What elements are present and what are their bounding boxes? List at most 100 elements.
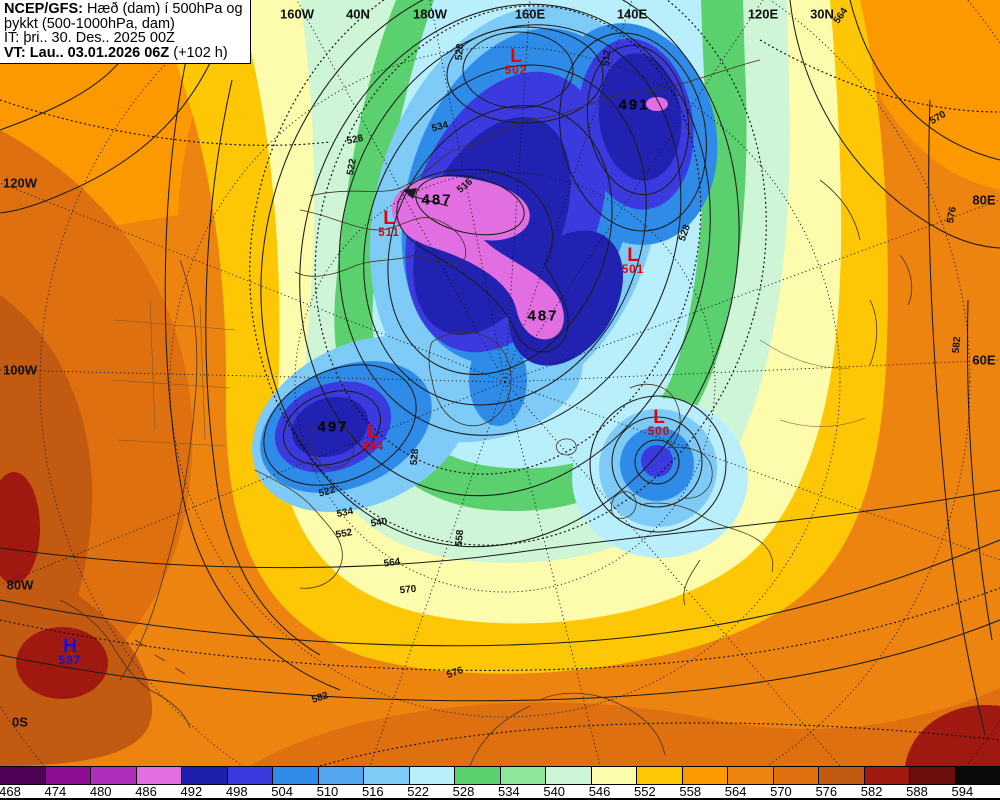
low-value: 502	[504, 65, 528, 77]
colorbar-swatch-576	[818, 767, 864, 784]
colorbar-swatch-582	[863, 767, 909, 784]
contour-label-522: 522	[345, 157, 359, 177]
title-line-1: NCEP/GFS: Hæð (dam) í 500hPa og	[4, 1, 243, 17]
colorbar-value-522: 522	[407, 784, 429, 799]
low-symbol: L	[627, 245, 639, 266]
colorbar-swatch-468	[0, 767, 45, 784]
height-annotation-491: 491	[618, 96, 650, 114]
colorbar-value-594: 594	[951, 784, 974, 799]
contour-label-576: 576	[945, 205, 959, 225]
map-label-overlay: 30N160W40N180W160E140E120E30N120W100W80W…	[3, 6, 996, 730]
colorbar-value-468: 468	[0, 784, 21, 799]
colorbar-swatch-522	[408, 767, 454, 784]
colorbar-swatch-528	[454, 767, 500, 784]
colorbar-value-552: 552	[634, 784, 656, 799]
colorbar-labels: 468 474 480 486 492 498 504 510 516 522 528 534 540 5…	[0, 785, 1000, 800]
title-box: NCEP/GFS: Hæð (dam) í 500hPa og þykkt (5…	[0, 0, 251, 64]
colorbar-value-534: 534	[497, 784, 520, 799]
colorbar	[0, 766, 1000, 785]
colorbar-swatch-588	[909, 767, 955, 784]
low-center-marker: L 502	[504, 47, 528, 78]
height-annotation-487: 487	[527, 307, 559, 325]
contour-label-564: 564	[382, 556, 402, 570]
edge-label-160E: 160E	[514, 6, 546, 22]
edge-label-140E: 140E	[616, 6, 648, 22]
edge-label-60E: 60E	[972, 352, 996, 368]
colorbar-value-588: 588	[906, 784, 928, 799]
graticule-lines	[0, 0, 1000, 766]
low-center-marker: L 494	[362, 422, 384, 454]
contour-label-528: 528	[408, 448, 422, 466]
high-center-marker: H 587	[58, 636, 82, 668]
edge-label-120E: 120E	[747, 6, 779, 22]
contour-label-522: 522	[317, 484, 337, 500]
low-value: 511	[378, 227, 400, 239]
low-symbol: L	[367, 422, 379, 443]
colorbar-value-582: 582	[860, 784, 883, 799]
colorbar-swatch-492	[181, 767, 227, 784]
colorbar-value-486: 486	[135, 784, 157, 799]
edge-label-0S: 0S	[12, 714, 28, 730]
contour-label-540: 540	[369, 516, 389, 530]
edge-label-120W: 120W	[3, 175, 37, 191]
contour-label-528: 528	[453, 43, 467, 61]
colorbar-swatch-546	[590, 767, 636, 784]
colorbar-swatch-558	[681, 767, 727, 784]
contour-label-570: 570	[928, 109, 948, 127]
edge-label-80W: 80W	[6, 577, 34, 593]
edge-label-100W: 100W	[3, 362, 37, 378]
edge-label-40N: 40N	[346, 6, 370, 22]
colorbar-swatch-552	[636, 767, 682, 784]
colorbar-value-516: 516	[361, 784, 384, 799]
contour-label-516: 516	[455, 176, 475, 196]
contour-label-512: 512	[600, 49, 614, 67]
admin-borders	[111, 299, 866, 447]
colorbar-swatch-486	[135, 767, 181, 784]
edge-label-160W: 160W	[280, 6, 314, 22]
map-canvas	[0, 0, 1000, 766]
contour-label-528: 528	[676, 223, 694, 243]
colorbar-value-558: 558	[679, 784, 702, 799]
colorbar-value-570: 570	[770, 784, 792, 799]
high-value: 587	[58, 655, 82, 667]
title-line-4: VT: Lau.. 03.01.2026 06Z (+102 h)	[4, 44, 228, 61]
colorbar-swatch-474	[44, 767, 90, 784]
colorbar-swatch-498	[226, 767, 272, 784]
colorbar-swatch-534	[499, 767, 545, 784]
height-annotation-497: 497	[317, 418, 349, 436]
edge-label-30N: 30N	[810, 6, 834, 22]
height-contours	[0, 0, 1000, 736]
colorbar-value-528: 528	[452, 784, 475, 799]
colorbar-value-474: 474	[44, 784, 67, 799]
colorbar-value-504: 504	[271, 784, 293, 799]
colorbar-value-564: 564	[724, 784, 747, 799]
colorbar-value-546: 546	[588, 784, 611, 799]
contour-label-582: 582	[310, 690, 330, 706]
colorbar-swatch-570	[772, 767, 818, 784]
colorbar-swatch-516	[363, 767, 409, 784]
colorbar-value-492: 492	[180, 784, 203, 799]
high-symbol: H	[63, 636, 77, 657]
edge-label-80E: 80E	[972, 192, 996, 208]
contour-label-564: 564	[831, 6, 851, 26]
contour-label-534: 534	[335, 505, 355, 521]
colorbar-swatch-510	[317, 767, 363, 784]
colorbar-value-510: 510	[316, 784, 339, 799]
colorbar-value-480: 480	[89, 784, 112, 799]
low-value: 500	[647, 426, 671, 438]
contour-label-534: 534	[430, 119, 450, 135]
colorbar-value-576: 576	[815, 784, 838, 799]
colorbar-value-540: 540	[543, 784, 566, 799]
colorbar-swatch-480	[90, 767, 136, 784]
colorbar-value-498: 498	[225, 784, 248, 799]
colorbar-swatch-504	[272, 767, 318, 784]
low-value: 501	[621, 264, 645, 276]
contour-label-576: 576	[445, 664, 465, 682]
contour-label-558: 558	[453, 529, 467, 547]
low-center-marker: L 511	[378, 209, 400, 240]
colorbar-swatch-540	[545, 767, 591, 784]
colorbar-swatch-564	[727, 767, 773, 784]
thickness-contours	[0, 0, 1000, 766]
contour-label-528: 528	[345, 132, 365, 148]
